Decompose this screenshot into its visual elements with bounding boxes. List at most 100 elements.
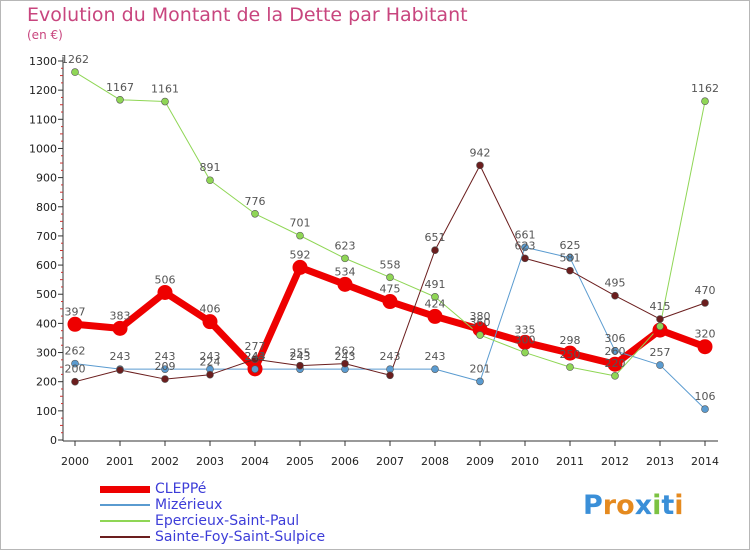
x-tick-label: 2002	[151, 455, 179, 468]
data-label: 1167	[106, 81, 134, 94]
legend-label-epercieux: Epercieux-Saint-Paul	[155, 513, 300, 529]
data-label: 651	[425, 231, 446, 244]
data-point	[697, 339, 713, 355]
data-label: 243	[200, 350, 221, 363]
data-point	[566, 363, 574, 371]
data-label: 491	[425, 278, 446, 291]
legend-label-sainte-foy: Sainte-Foy-Saint-Sulpice	[155, 529, 326, 545]
x-tick-label: 2009	[466, 455, 494, 468]
data-point	[71, 377, 79, 386]
data-point	[296, 231, 304, 240]
data-point	[607, 356, 623, 372]
data-label: 406	[200, 303, 221, 316]
data-label: 1161	[151, 83, 179, 96]
data-label: 495	[605, 277, 626, 290]
data-label: 592	[290, 248, 311, 261]
legend: CLEPPé Mizérieux Epercieux-Saint-Paul Sa…	[100, 481, 430, 545]
logo-letter: i	[652, 490, 662, 521]
data-label: 558	[380, 258, 401, 271]
data-label: 661	[515, 228, 536, 241]
data-label: 360	[470, 316, 491, 329]
data-point	[611, 346, 619, 355]
data-point	[337, 276, 353, 292]
logo-letter: o	[616, 490, 635, 521]
data-point	[116, 366, 124, 374]
x-tick-label: 2000	[61, 455, 89, 468]
data-label: 383	[110, 309, 131, 322]
data-label: 224	[200, 356, 221, 369]
legend-label-cleppe: CLEPPé	[155, 481, 207, 497]
legend-item-sainte-foy: Sainte-Foy-Saint-Sulpice	[100, 529, 430, 545]
data-label: 701	[290, 217, 311, 230]
data-point	[251, 209, 259, 218]
x-tick-label: 2011	[556, 455, 584, 468]
data-point	[611, 291, 619, 300]
data-label: 260	[605, 345, 626, 358]
data-point	[161, 365, 169, 373]
legend-item-mizerieux: Mizérieux	[100, 497, 430, 513]
data-point	[562, 345, 578, 361]
data-label: 243	[425, 350, 446, 363]
data-point	[521, 348, 529, 357]
y-tick-label: 0	[50, 434, 57, 447]
data-point	[116, 95, 124, 104]
data-label: 257	[650, 346, 671, 359]
data-point	[251, 365, 259, 373]
data-point	[71, 68, 79, 76]
data-point	[701, 405, 709, 413]
data-label: 397	[65, 305, 86, 318]
x-tick-label: 2007	[376, 455, 404, 468]
y-tick-label: 1000	[29, 142, 57, 155]
data-label: 255	[290, 347, 311, 360]
data-label: 1162	[691, 82, 719, 95]
series-line	[74, 246, 706, 410]
data-point	[656, 361, 664, 369]
data-label: 200	[65, 363, 86, 376]
x-tick-label: 2014	[691, 455, 719, 468]
data-point	[521, 254, 529, 263]
data-point	[202, 314, 218, 330]
data-label: 298	[560, 334, 581, 347]
data-point	[112, 320, 128, 336]
series-line	[74, 71, 706, 377]
x-tick-label: 2005	[286, 455, 314, 468]
x-tick-label: 2004	[241, 455, 269, 468]
legend-item-cleppe: CLEPPé	[100, 481, 430, 497]
data-label: 243	[110, 350, 131, 363]
logo-letter: P	[583, 490, 603, 521]
data-label: 306	[605, 332, 626, 345]
data-label: 243	[380, 350, 401, 363]
data-point	[431, 365, 439, 373]
logo-letter: t	[661, 490, 675, 521]
data-point	[476, 161, 484, 170]
data-point	[386, 371, 394, 380]
data-point	[476, 377, 484, 386]
data-label: 335	[515, 323, 536, 336]
data-point	[521, 243, 529, 252]
data-label: 106	[695, 390, 716, 403]
data-point	[341, 254, 349, 263]
y-tick-label: 300	[36, 347, 57, 360]
logo-letter: r	[602, 490, 617, 521]
data-label: 262	[65, 345, 86, 358]
data-label: 244	[245, 350, 266, 363]
data-point	[206, 370, 214, 379]
y-tick-label: 900	[36, 172, 57, 185]
legend-swatch-cleppe	[100, 486, 150, 493]
data-point	[341, 359, 349, 368]
data-point	[701, 299, 709, 307]
legend-swatch-epercieux	[100, 520, 150, 522]
y-tick-label: 1100	[29, 113, 57, 126]
data-label: 424	[425, 297, 446, 310]
data-point	[296, 361, 304, 370]
data-label: 506	[155, 273, 176, 286]
y-tick-label: 500	[36, 288, 57, 301]
x-tick-label: 2003	[196, 455, 224, 468]
x-tick-label: 2001	[106, 455, 134, 468]
chart-title: Evolution du Montant de la Dette par Hab…	[27, 4, 468, 26]
data-point	[251, 355, 259, 364]
data-label: 415	[650, 300, 671, 313]
data-point	[161, 375, 169, 383]
data-label: 1262	[61, 53, 89, 66]
data-label: 243	[335, 350, 356, 363]
